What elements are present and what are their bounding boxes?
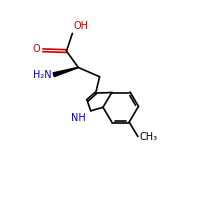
- Text: O: O: [32, 44, 40, 54]
- Text: CH₃: CH₃: [139, 132, 158, 142]
- Text: NH: NH: [71, 113, 86, 123]
- Text: H₂N: H₂N: [33, 70, 52, 80]
- Text: OH: OH: [73, 21, 88, 31]
- Polygon shape: [53, 67, 78, 77]
